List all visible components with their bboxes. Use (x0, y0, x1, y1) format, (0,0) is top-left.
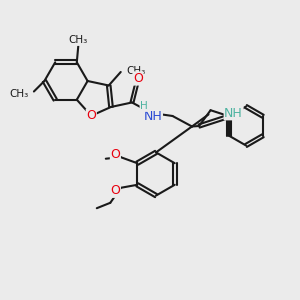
Text: O: O (86, 109, 96, 122)
Text: NH: NH (224, 107, 243, 120)
Text: CH₃: CH₃ (126, 66, 146, 76)
Text: O: O (110, 148, 120, 161)
Text: H: H (140, 101, 148, 111)
Text: O: O (110, 184, 120, 197)
Text: NH: NH (144, 110, 162, 123)
Text: O: O (133, 72, 143, 85)
Text: CH₃: CH₃ (69, 35, 88, 45)
Text: CH₃: CH₃ (9, 89, 28, 99)
